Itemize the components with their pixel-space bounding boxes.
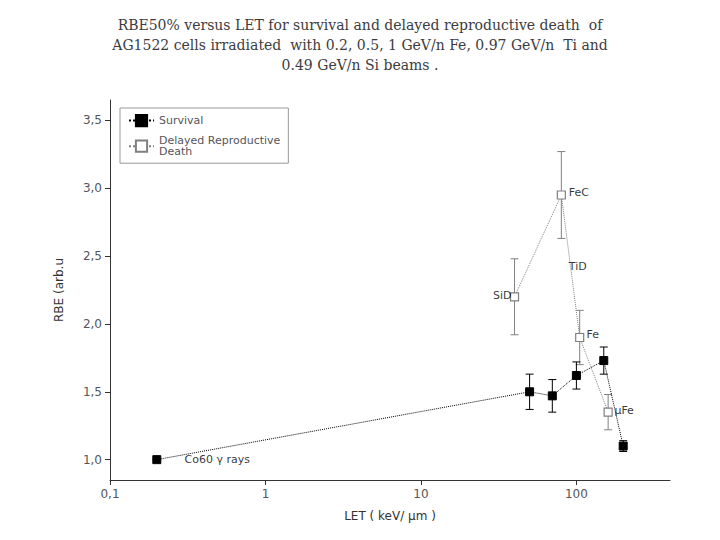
svg-text:SiD: SiD [493, 289, 512, 302]
svg-text:0,1: 0,1 [100, 487, 119, 501]
svg-text:FeC: FeC [569, 186, 589, 199]
svg-text:100: 100 [565, 487, 588, 501]
svg-text:0.49 GeV/n Si beams .: 0.49 GeV/n Si beams . [282, 57, 439, 73]
svg-text:3,0: 3,0 [83, 181, 102, 195]
svg-text:Fe: Fe [587, 328, 600, 341]
svg-text:Delayed Reproductive: Delayed Reproductive [159, 134, 281, 148]
svg-text:2,0: 2,0 [83, 317, 102, 331]
svg-text:1: 1 [262, 487, 270, 501]
svg-text:LET ( keV/ μm ): LET ( keV/ μm ) [344, 509, 436, 523]
svg-text:AG1522 cells irradiated with: AG1522 cells irradiated with 0.2, 0.5, 1… [111, 37, 607, 53]
svg-text:μFe: μFe [614, 404, 634, 417]
svg-text:10: 10 [413, 487, 428, 501]
svg-text:3,5: 3,5 [83, 113, 102, 127]
svg-text:Survival: Survival [159, 114, 203, 127]
svg-text:1,0: 1,0 [83, 453, 102, 467]
svg-text:RBE50% versus LET for survival: RBE50% versus LET for survival and delay… [118, 17, 605, 33]
svg-text:TiD: TiD [568, 260, 587, 273]
svg-text:2,5: 2,5 [83, 249, 102, 263]
svg-text:1,5: 1,5 [83, 385, 102, 399]
svg-text:RBE (arb.u: RBE (arb.u [52, 258, 66, 322]
svg-text:Death: Death [159, 145, 192, 158]
svg-text:Co60 γ rays: Co60 γ rays [185, 453, 251, 466]
